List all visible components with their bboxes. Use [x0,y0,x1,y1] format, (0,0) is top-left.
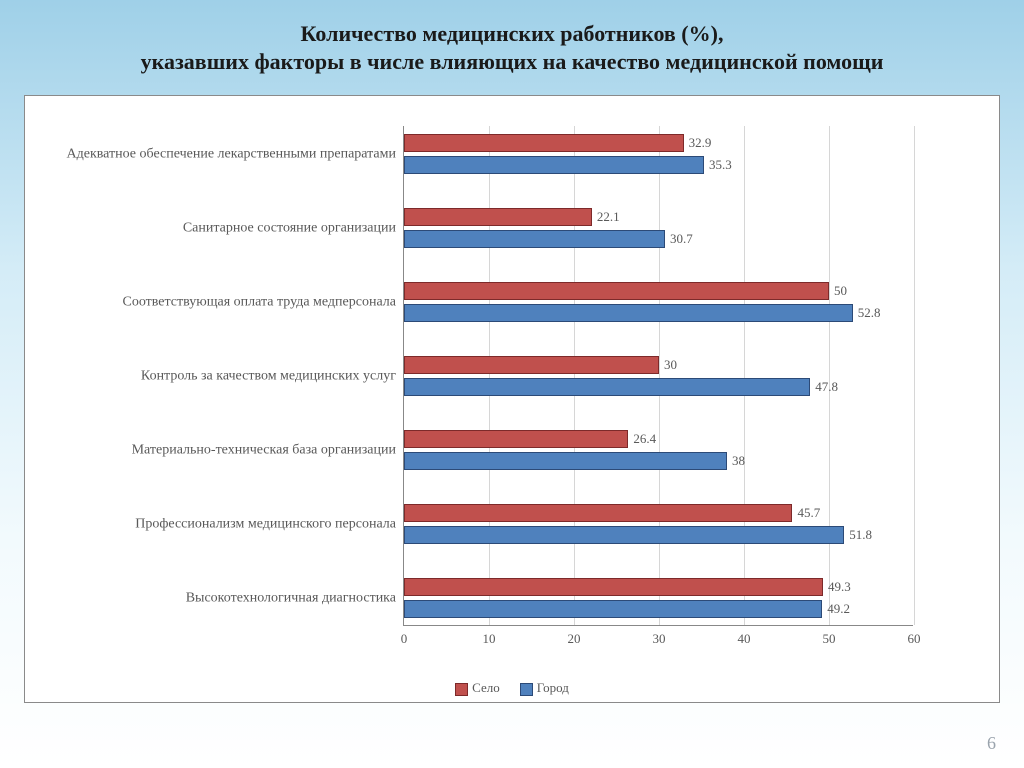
x-tick-label: 60 [908,631,921,647]
gridline [659,126,660,625]
bar-value-label: 26.4 [633,431,656,447]
bar-value-label: 32.9 [689,135,712,151]
bar-value-label: 47.8 [815,379,838,395]
category-label: Контроль за качеством медицинских услуг [46,368,396,383]
bar-gorod: 52.8 [404,304,853,322]
bar-selo: 50 [404,282,829,300]
bar-value-label: 22.1 [597,209,620,225]
category-label: Высокотехнологичная диагностика [46,590,396,605]
bar-value-label: 35.3 [709,157,732,173]
gridline [574,126,575,625]
bar-value-label: 30.7 [670,231,693,247]
x-tick-label: 30 [653,631,666,647]
bar-value-label: 51.8 [849,527,872,543]
bar-gorod: 38 [404,452,727,470]
bar-gorod: 51.8 [404,526,844,544]
bar-selo: 32.9 [404,134,684,152]
gridline [914,126,915,625]
bar-value-label: 52.8 [858,305,881,321]
plot-area: 0102030405060Адекватное обеспечение лека… [403,126,913,626]
category-label: Санитарное состояние организации [46,220,396,235]
plot: 0 10 20 30 40 50 60 Адекватное обеспечение лека… [43,116,973,656]
bar-value-label: 30 [664,357,677,373]
title-line-1: Количество медицинских работников (%), [301,21,724,46]
title-line-2: указавших факторы в числе влияющих на ка… [141,49,884,74]
chart-title: Количество медицинских работников (%), у… [0,0,1024,85]
bar-value-label: 49.3 [828,579,851,595]
legend: Село Город [43,656,981,696]
x-tick-label: 0 [401,631,408,647]
gridline [489,126,490,625]
slide: Количество медицинских работников (%), у… [0,0,1024,768]
bar-gorod: 49.2 [404,600,822,618]
bar-selo: 26.4 [404,430,628,448]
category-label: Материально-техническая база организации [46,442,396,457]
x-tick-label: 20 [568,631,581,647]
legend-label: Город [537,680,569,695]
category-label: Адекватное обеспечение лекарственными пр… [46,146,396,161]
x-tick-label: 10 [483,631,496,647]
legend-item-selo: Село [455,680,500,696]
legend-item-gorod: Город [520,680,569,696]
chart-card: 0 10 20 30 40 50 60 Адекватное обеспечение лека… [24,95,1000,703]
legend-swatch [520,683,533,696]
legend-label: Село [472,680,500,695]
page-number: 6 [987,733,996,754]
bar-selo: 22.1 [404,208,592,226]
bar-value-label: 50 [834,283,847,299]
category-label: Соответствующая оплата труда медперсонал… [46,294,396,309]
bar-selo: 30 [404,356,659,374]
bar-value-label: 38 [732,453,745,469]
bar-value-label: 45.7 [797,505,820,521]
gridline [829,126,830,625]
x-tick-label: 50 [823,631,836,647]
bar-gorod: 35.3 [404,156,704,174]
category-label: Профессионализм медицинского персонала [46,516,396,531]
bar-gorod: 30.7 [404,230,665,248]
legend-swatch [455,683,468,696]
bar-value-label: 49.2 [827,601,850,617]
bar-gorod: 47.8 [404,378,810,396]
gridline [744,126,745,625]
bar-selo: 45.7 [404,504,792,522]
bar-selo: 49.3 [404,578,823,596]
x-tick-label: 40 [738,631,751,647]
